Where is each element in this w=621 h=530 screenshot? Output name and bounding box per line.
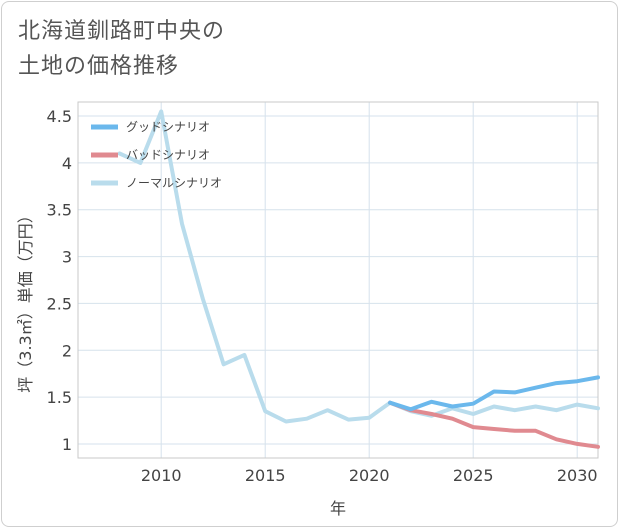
chart-title-line-1: 北海道釧路町中央の <box>18 19 226 44</box>
x-tick-label: 2030 <box>557 466 598 485</box>
legend-label: ノーマルシナリオ <box>126 176 222 190</box>
y-tick-label: 3.5 <box>47 201 72 220</box>
legend-item-0: グッドシナリオ <box>91 120 210 134</box>
y-tick-label: 1 <box>62 435 72 454</box>
y-tick-labels: 1 1.5 2 2.5 3 3.5 4 4.5 <box>47 107 72 454</box>
x-axis-label: 年 <box>330 499 346 518</box>
x-tick-label: 2020 <box>349 466 390 485</box>
y-tick-label: 2 <box>62 341 72 360</box>
x-tick-label: 2015 <box>245 466 286 485</box>
plot-area-border <box>77 101 599 459</box>
y-tick-label: 3 <box>62 248 72 267</box>
legend-label: グッドシナリオ <box>126 120 210 134</box>
y-axis-label: 坪（3.3㎡）単価（万円） <box>16 207 35 392</box>
x-tick-label: 2025 <box>453 466 494 485</box>
x-tick-label: 2010 <box>141 466 182 485</box>
y-tick-label: 1.5 <box>47 388 72 407</box>
plot-area-background <box>78 102 598 458</box>
y-tick-label: 4.5 <box>47 107 72 126</box>
legend-item-1: バッドシナリオ <box>91 148 210 162</box>
grid-lines <box>78 102 598 458</box>
x-tick-labels: 2010 2015 2020 2025 2030 <box>141 466 598 485</box>
chart-title-line-2: 土地の価格推移 <box>18 54 180 79</box>
series-line-0 <box>388 375 600 412</box>
y-tick-label: 2.5 <box>47 294 72 313</box>
series-line-1 <box>388 400 600 449</box>
legend-label: バッドシナリオ <box>126 148 210 162</box>
series-layer <box>117 109 600 449</box>
legend-item-2: ノーマルシナリオ <box>91 176 222 190</box>
chart-title: 北海道釧路町中央の 土地の価格推移 <box>18 14 225 84</box>
y-tick-label: 4 <box>62 154 72 173</box>
series-line-2 <box>117 109 600 424</box>
